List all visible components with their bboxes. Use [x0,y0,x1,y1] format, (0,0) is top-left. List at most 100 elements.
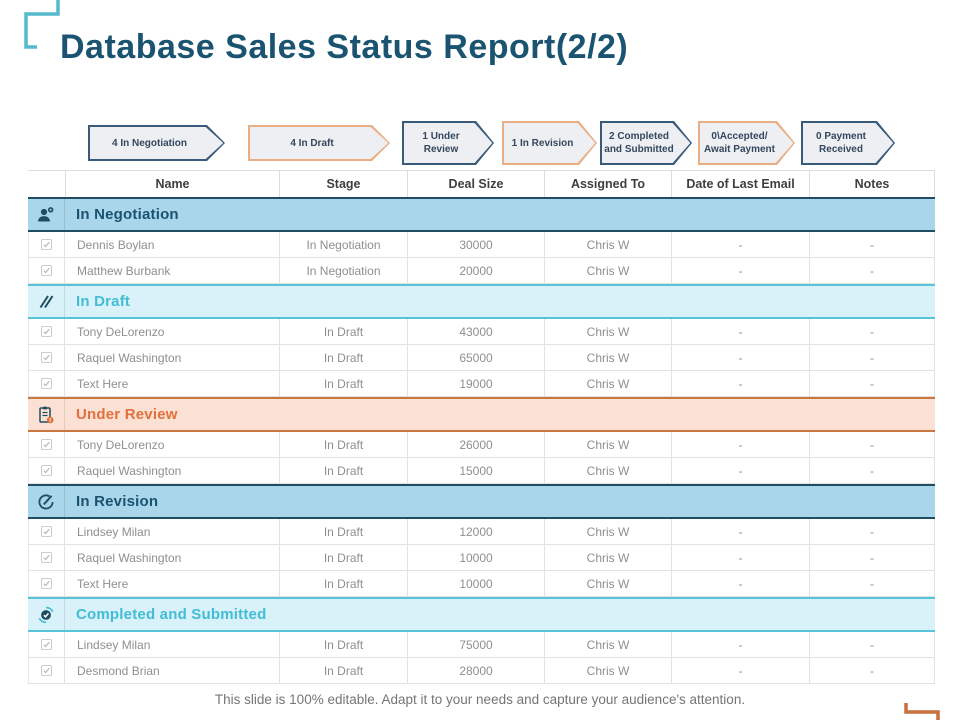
deal-size-cell: 65000 [408,345,545,370]
check-circle-icon [36,605,56,625]
name-cell: Lindsey Milan [65,632,280,657]
stage-cell: In Draft [280,545,408,570]
notes-cell: - [810,345,935,370]
name-cell: Tony DeLorenzo [65,319,280,344]
assigned-to-cell: Chris W [545,319,672,344]
assigned-to-cell: Chris W [545,345,672,370]
pipeline-step-label: 2 Completed and Submitted [604,131,674,155]
header-spacer-cell [28,171,65,197]
name-cell: Dennis Boylan [65,232,280,257]
assigned-to-cell: Chris W [545,658,672,683]
stage-cell: In Draft [280,319,408,344]
pipeline-step-label: 4 In Draft [290,137,334,149]
pipeline-step-label: 1 In Revision [511,137,574,149]
notes-cell: - [810,458,935,483]
row-check-cell [28,632,65,657]
assigned-to-cell: Chris W [545,632,672,657]
table-row: Raquel Washington In Draft 65000 Chris W-- [28,345,935,371]
name-cell: Raquel Washington [65,545,280,570]
table-row: Desmond Brian In Draft 28000 Chris W-- [28,658,935,684]
table-row: Tony DeLorenzo In Draft 43000 Chris W-- [28,319,935,345]
row-check-cell [28,432,65,457]
deal-size-cell: 19000 [408,371,545,396]
corner-bracket-top-left [24,0,60,49]
deal-size-cell: 26000 [408,432,545,457]
arrow-fill [803,123,894,164]
date-of-last-email-cell: - [672,232,810,257]
pipeline-step: 4 In Negotiation [88,125,225,161]
sales-table-body: In Negotiation Dennis Boylan In Negotiatio… [28,197,935,684]
date-of-last-email-cell: - [672,432,810,457]
assigned-to-cell: Chris W [545,432,672,457]
stage-cell: In Negotiation [280,258,408,283]
assigned-to-cell: Chris W [545,232,672,257]
name-cell: Raquel Washington [65,345,280,370]
table-row: Text Here In Draft 10000 Chris W-- [28,571,935,597]
pipeline-step-label: 4 In Negotiation [112,137,187,149]
deal-size-cell: 15000 [408,458,545,483]
assigned-to-cell: Chris W [545,519,672,544]
pipeline-step-label: 0\Accepted/ Await Payment [704,131,775,155]
column-header-notes: Notes [810,171,935,197]
date-of-last-email-cell: - [672,345,810,370]
stage-cell: In Draft [280,632,408,657]
clipboard-alert-icon [36,405,56,425]
table-row: Lindsey Milan In Draft 12000 Chris W-- [28,519,935,545]
section-row-in-draft: In Draft [28,284,935,319]
arrow-fill [602,123,691,164]
pipeline-step: 4 In Draft [248,125,390,161]
checkbox-checked-icon [41,665,52,676]
section-title: In Draft [76,293,131,310]
stage-cell: In Draft [280,571,408,596]
deal-size-cell: 12000 [408,519,545,544]
date-of-last-email-cell: - [672,632,810,657]
notes-cell: - [810,371,935,396]
row-check-cell [28,345,65,370]
deal-size-cell: 75000 [408,632,545,657]
column-header-name: Name [65,171,280,197]
assigned-to-cell: Chris W [545,371,672,396]
table-row: Raquel Washington In Draft 10000 Chris W-- [28,545,935,571]
column-header-deal-size: Deal Size [408,171,545,197]
section-title: In Negotiation [76,206,179,223]
arrow-fill [504,123,596,164]
name-cell: Matthew Burbank [65,258,280,283]
table-row: Matthew Burbank In Negotiation 20000 Chris … [28,258,935,284]
checkbox-checked-icon [41,578,52,589]
section-row-in-negotiation: In Negotiation [28,197,935,232]
stage-cell: In Negotiation [280,232,408,257]
checkbox-checked-icon [41,265,52,276]
pipeline-step: 1 In Revision [502,121,597,165]
table-row: Tony DeLorenzo In Draft 26000 Chris W-- [28,432,935,458]
arrow-fill [700,123,794,164]
date-of-last-email-cell: - [672,658,810,683]
assigned-to-cell: Chris W [545,545,672,570]
name-cell: Text Here [65,371,280,396]
pipeline-step: 1 Under Review [402,121,494,165]
notes-cell: - [810,232,935,257]
stage-cell: In Draft [280,519,408,544]
pipeline-step-label: 1 Under Review [422,131,460,155]
users-icon [36,205,56,225]
sales-status-table: Name Stage Deal Size Assigned To Date of… [28,170,935,684]
name-cell: Desmond Brian [65,658,280,683]
column-header-assigned-to: Assigned To [545,171,672,197]
row-check-cell [28,319,65,344]
section-row-under-review: Under Review [28,397,935,432]
notes-cell: - [810,319,935,344]
deal-size-cell: 10000 [408,545,545,570]
table-header-row: Name Stage Deal Size Assigned To Date of… [28,170,935,197]
pipeline-step-label: 0 Payment Received [815,131,867,155]
date-of-last-email-cell: - [672,571,810,596]
footer-note: This slide is 100% editable. Adapt it to… [214,692,746,707]
stage-cell: In Draft [280,458,408,483]
table-row: Lindsey Milan In Draft 75000 Chris W-- [28,632,935,658]
checkbox-checked-icon [41,465,52,476]
date-of-last-email-cell: - [672,258,810,283]
stage-cell: In Draft [280,371,408,396]
row-check-cell [28,545,65,570]
table-row: Raquel Washington In Draft 15000 Chris W-- [28,458,935,484]
date-of-last-email-cell: - [672,371,810,396]
row-check-cell [28,571,65,596]
pipeline-step: 0\Accepted/ Await Payment [698,121,795,165]
